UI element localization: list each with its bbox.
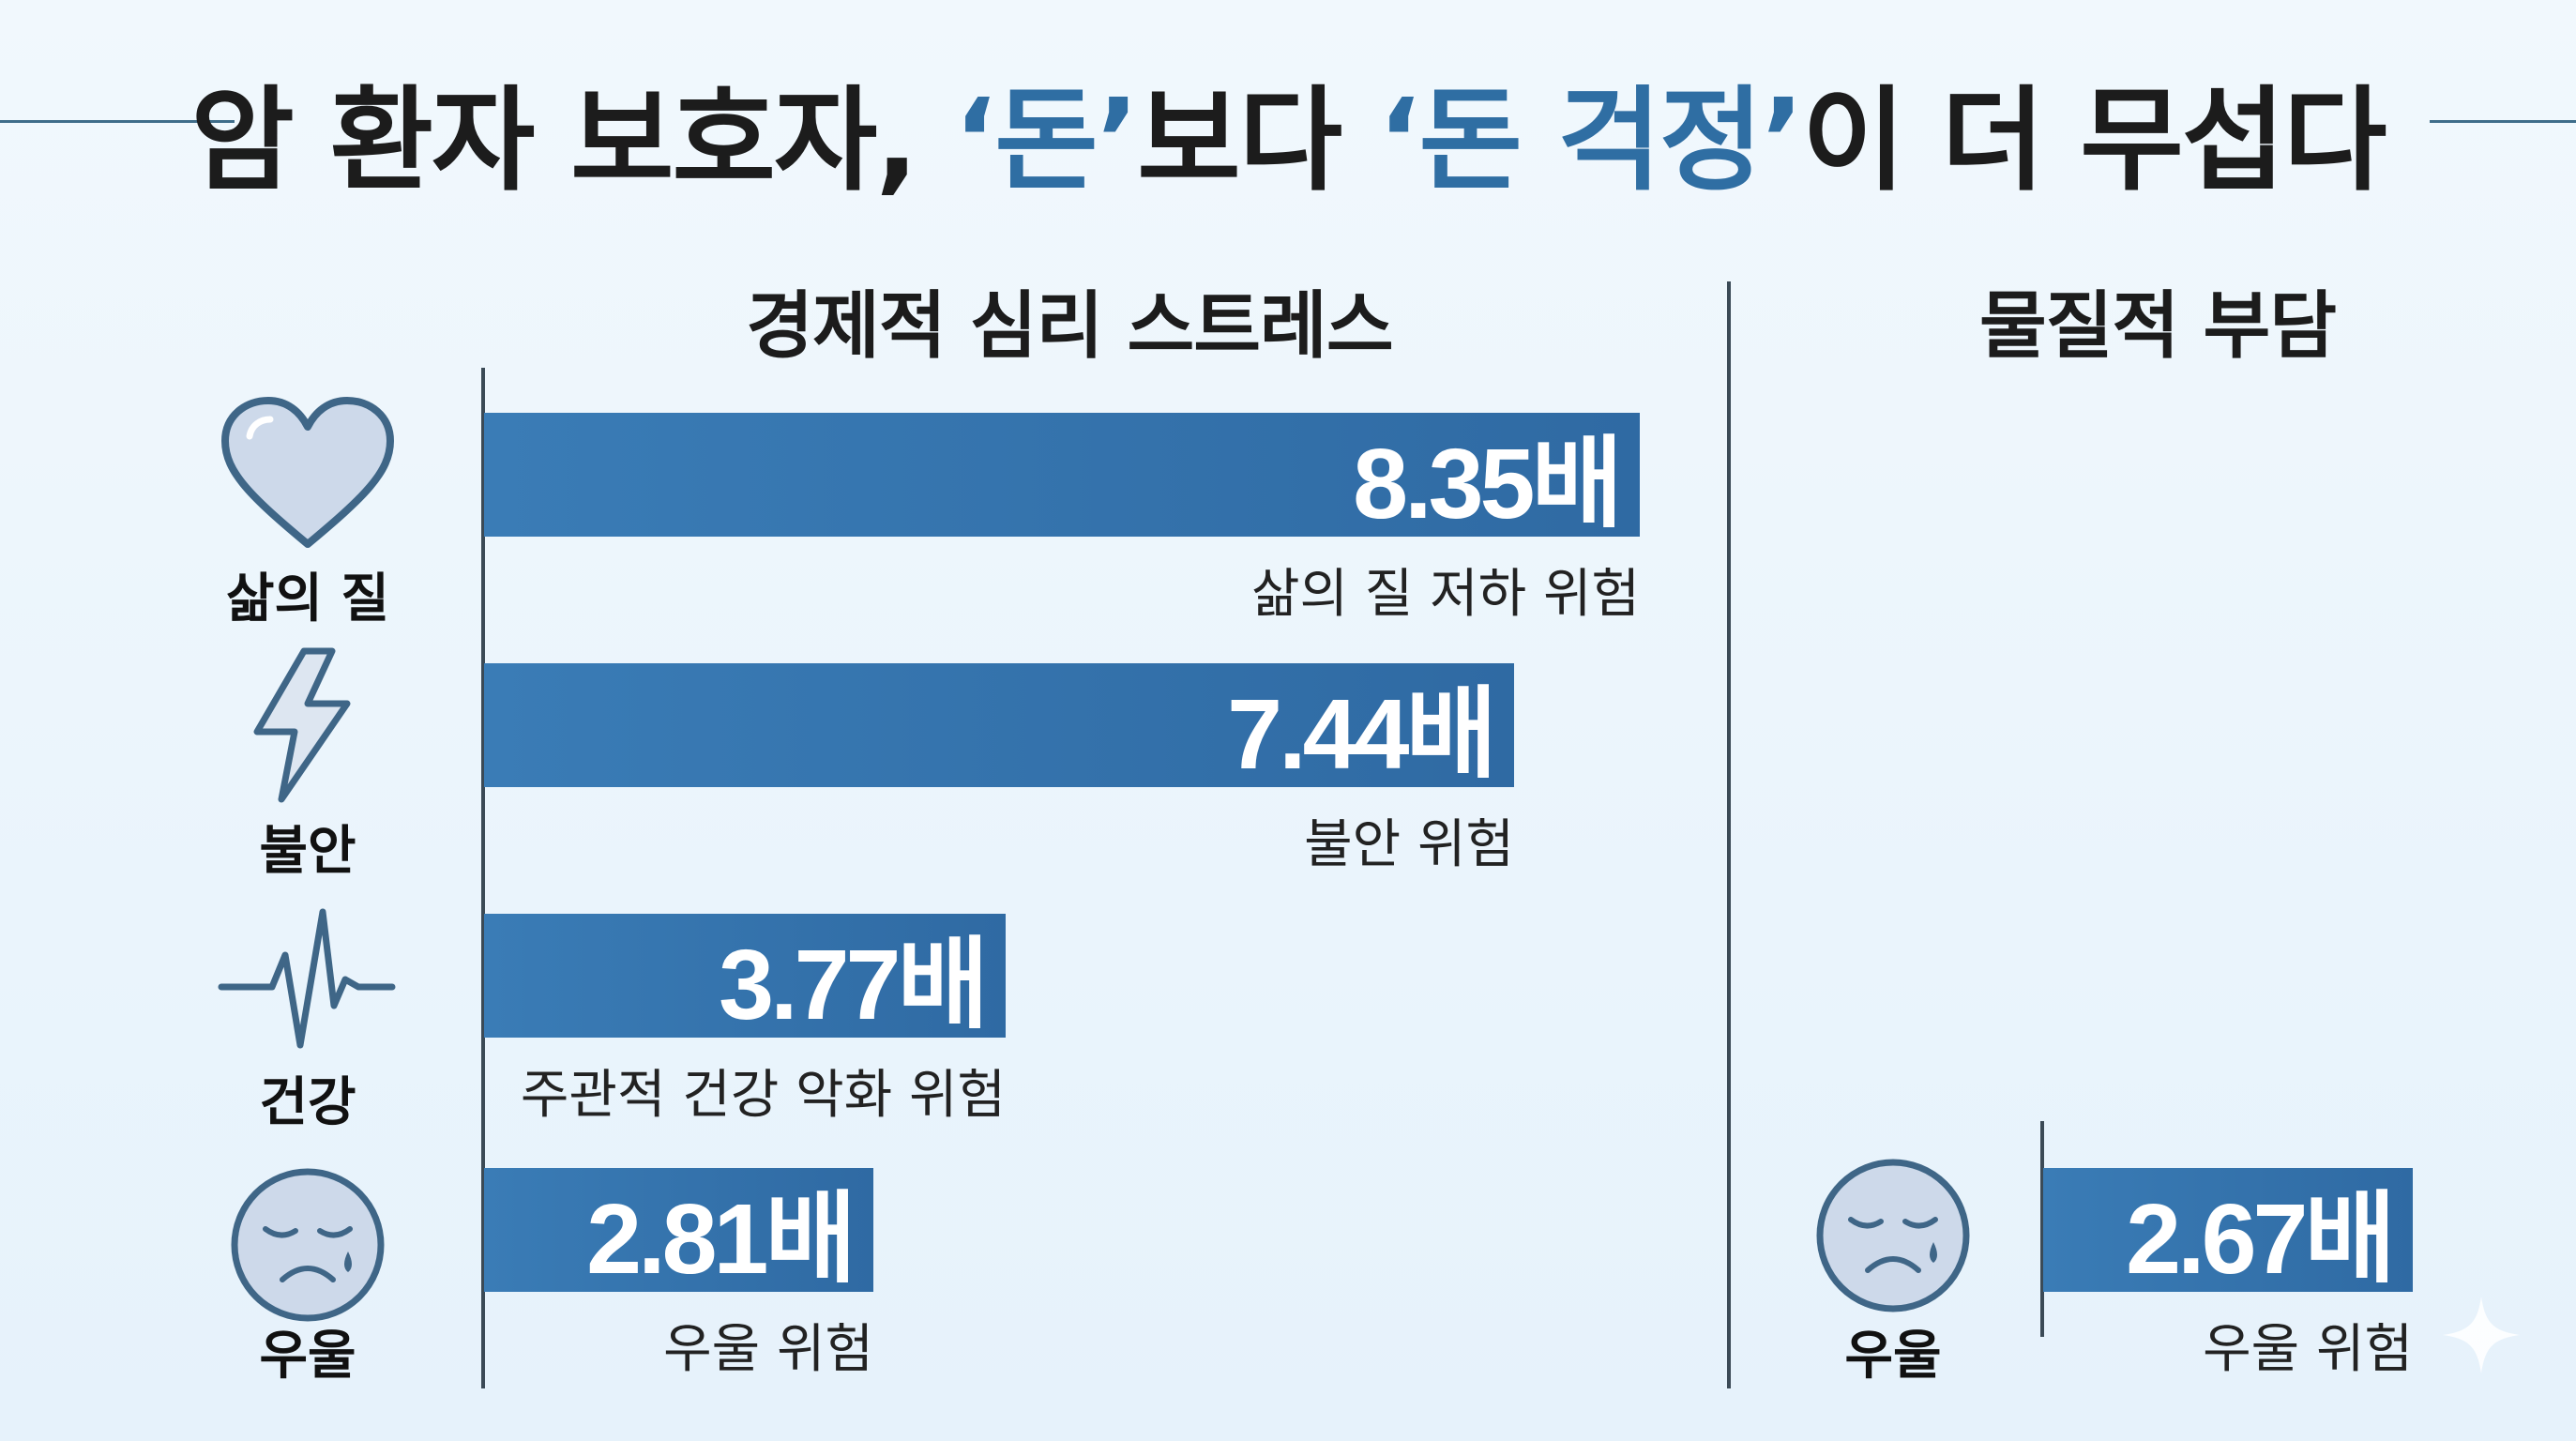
bar-1-0: 2.67배: [2043, 1168, 2413, 1295]
bar-0-0: 8.35배: [484, 413, 1640, 539]
heart-icon: [221, 397, 394, 548]
heartbeat-icon: [218, 908, 396, 1049]
sad-face-icon: [1816, 1159, 1970, 1312]
sparkle-icon: [2443, 1297, 2520, 1373]
sad-face-icon: [231, 1168, 385, 1322]
icon-label-depression: 우울: [259, 1326, 356, 1387]
left-section-title: 경제적 심리 스트레스: [746, 284, 1393, 369]
bar-category-label: 삶의 질 저하 위험: [1250, 564, 1640, 625]
right-section-title: 물질적 부담: [1979, 284, 2337, 369]
bar-category-label: 우울 위험: [2203, 1319, 2413, 1380]
bar-value-label: 2.81배: [586, 1184, 856, 1295]
icon-label-health: 건강: [259, 1072, 356, 1133]
bar-value-label: 2.67배: [2126, 1184, 2396, 1295]
bar-0-1: 7.44배: [484, 663, 1514, 790]
icon-label-quality-of-life: 삶의 질: [225, 569, 390, 629]
bar-0-3: 2.81배: [484, 1168, 873, 1295]
bar-value-label: 3.77배: [719, 930, 989, 1040]
title-rule-right: [2430, 120, 2576, 123]
page-title: 암 환자 보호자, ‘돈’보다 ‘돈 걱정’이 더 무섭다: [0, 49, 2576, 212]
bar-category-label: 주관적 건강 악화 위험: [520, 1065, 1006, 1126]
title-highlight-money-worry: ‘돈 걱정’: [1377, 76, 1804, 206]
bar-value-label: 7.44배: [1227, 679, 1497, 790]
title-rule-left: [0, 120, 235, 123]
bar-category-label: 불안 위험: [1304, 814, 1514, 875]
right-icon-label-depression: 우울: [1844, 1326, 1942, 1387]
left-chart-axis: [481, 368, 485, 1388]
bar-value-label: 8.35배: [1353, 429, 1623, 539]
bar-0-2: 3.77배: [484, 914, 1006, 1040]
title-highlight-money: ‘돈’: [953, 76, 1140, 206]
icon-label-anxiety: 불안: [259, 821, 356, 882]
title-part-3: 이 더 무섭다: [1802, 76, 2387, 206]
bar-category-label: 우울 위험: [663, 1319, 873, 1380]
title-part-1: 암 환자 보호자,: [190, 76, 954, 206]
right-chart-axis: [2040, 1121, 2044, 1337]
lightning-icon: [253, 647, 351, 803]
title-part-2: 보다: [1137, 76, 1378, 206]
section-divider: [1727, 281, 1731, 1388]
